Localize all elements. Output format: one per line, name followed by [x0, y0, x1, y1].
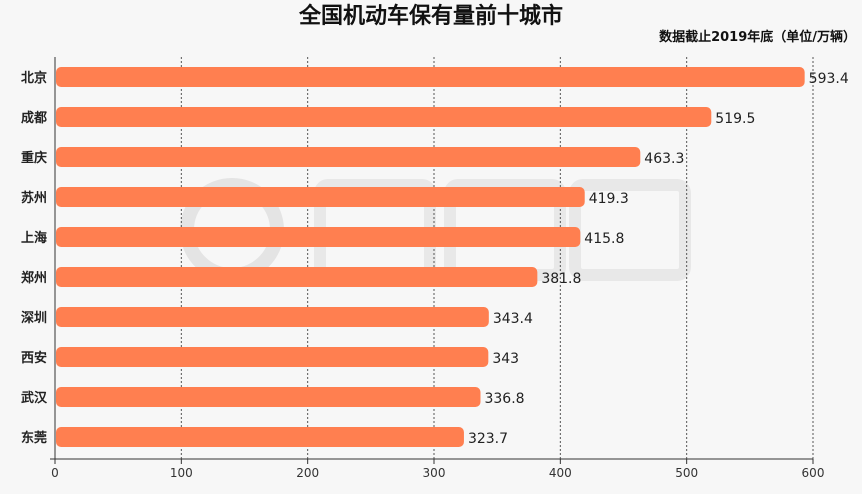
- bar: [56, 307, 489, 327]
- x-tick-label: 200: [296, 466, 319, 480]
- bar: [56, 67, 805, 87]
- bar: [56, 347, 489, 367]
- bar: [56, 147, 641, 167]
- chart-title: 全国机动车保有量前十城市: [298, 4, 564, 29]
- x-tick-label: 500: [675, 466, 698, 480]
- bar: [56, 227, 581, 247]
- category-label: 西安: [21, 350, 47, 366]
- x-tick-label: 600: [802, 466, 825, 480]
- data-label: 336.8: [484, 391, 524, 407]
- bar: [56, 387, 481, 407]
- category-label: 武汉: [21, 390, 48, 406]
- bar: [56, 187, 585, 207]
- data-label: 343.4: [493, 311, 533, 327]
- category-label: 上海: [21, 230, 47, 246]
- category-label: 重庆: [21, 150, 47, 166]
- category-label: 深圳: [21, 310, 47, 326]
- bar: [56, 427, 464, 447]
- data-label: 323.7: [468, 431, 508, 447]
- data-label: 419.3: [589, 191, 629, 207]
- bar: [56, 107, 712, 127]
- category-label: 苏州: [21, 190, 47, 206]
- data-label: 519.5: [715, 111, 755, 127]
- x-tick-label: 300: [423, 466, 446, 480]
- x-tick-label: 100: [170, 466, 193, 480]
- category-label: 东莞: [21, 430, 47, 446]
- x-tick-label: 400: [549, 466, 572, 480]
- chart-subtitle: 数据截止2019年底（单位/万辆）: [659, 30, 856, 45]
- data-label: 463.3: [644, 151, 684, 167]
- category-label: 郑州: [21, 270, 47, 286]
- data-label: 415.8: [584, 231, 624, 247]
- data-label: 593.4: [809, 71, 849, 87]
- data-label: 343: [492, 351, 519, 367]
- category-label: 成都: [21, 110, 47, 126]
- bar: [56, 267, 538, 287]
- x-tick-label: 0: [51, 466, 59, 480]
- category-label: 北京: [21, 70, 47, 86]
- data-label: 381.8: [541, 271, 581, 287]
